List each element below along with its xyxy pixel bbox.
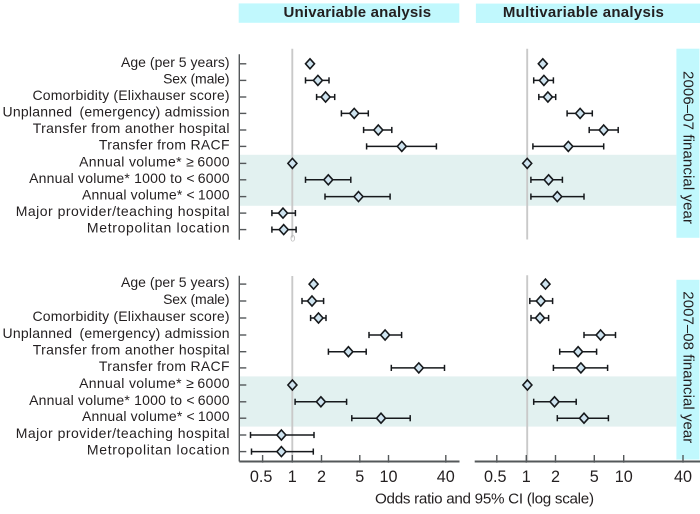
svg-text:Annual volume* < 1000: Annual volume* < 1000 — [82, 187, 230, 203]
svg-text:Transfer from another hospital: Transfer from another hospital — [33, 120, 230, 136]
svg-text:Major provider/teaching hospit: Major provider/teaching hospital — [16, 203, 230, 219]
svg-text:Major provider/teaching hospit: Major provider/teaching hospital — [16, 425, 230, 441]
svg-text:Age (per 5 years): Age (per 5 years) — [121, 274, 230, 290]
svg-text:0.5: 0.5 — [250, 468, 273, 486]
svg-text:Annual volume* 1000 to < 6000: Annual volume* 1000 to < 6000 — [29, 170, 230, 186]
svg-text:Transfer from RACF: Transfer from RACF — [99, 136, 230, 152]
svg-text:40: 40 — [437, 468, 455, 486]
svg-text:Sex (male): Sex (male) — [163, 291, 229, 307]
svg-text:Metropolitan location: Metropolitan location — [87, 442, 230, 458]
svg-text:0.5: 0.5 — [484, 468, 507, 486]
svg-text:Age (per 5 years): Age (per 5 years) — [121, 54, 230, 70]
svg-text:10: 10 — [379, 468, 397, 486]
svg-text:2007–08 financial year: 2007–08 financial year — [680, 291, 697, 443]
svg-text:Annual volume* < 1000: Annual volume* < 1000 — [82, 408, 230, 424]
svg-text:5: 5 — [355, 468, 364, 486]
svg-text:Sex (male): Sex (male) — [163, 70, 229, 86]
svg-text:10: 10 — [615, 468, 633, 486]
svg-text:Transfer from another hospital: Transfer from another hospital — [33, 342, 230, 358]
svg-text:2006–07 financial year: 2006–07 financial year — [680, 71, 697, 224]
svg-text:Annual volume* ≥ 6000: Annual volume* ≥ 6000 — [79, 153, 230, 169]
svg-text:Univariable analysis: Univariable analysis — [284, 4, 432, 21]
svg-text:Comorbidity (Elixhauser score): Comorbidity (Elixhauser score) — [33, 87, 230, 103]
svg-text:Metropolitan location: Metropolitan location — [87, 220, 230, 236]
svg-text:2: 2 — [551, 468, 560, 486]
svg-text:0: 0 — [290, 234, 295, 244]
svg-text:Comorbidity (Elixhauser score): Comorbidity (Elixhauser score) — [33, 308, 230, 324]
svg-text:40: 40 — [674, 468, 692, 486]
svg-text:Unplanned (emergency) admissio: Unplanned (emergency) admission — [3, 103, 230, 119]
svg-text:Transfer from RACF: Transfer from RACF — [99, 358, 230, 374]
svg-text:Multivariable analysis: Multivariable analysis — [503, 4, 664, 21]
svg-text:Annual volume* 1000 to < 6000: Annual volume* 1000 to < 6000 — [29, 392, 230, 408]
svg-text:Odds ratio and 95% CI (log sca: Odds ratio and 95% CI (log scale) — [375, 491, 594, 508]
svg-text:5: 5 — [590, 468, 599, 486]
svg-text:1: 1 — [522, 468, 531, 486]
svg-text:Annual volume* ≥ 6000: Annual volume* ≥ 6000 — [79, 375, 230, 391]
svg-text:1: 1 — [288, 468, 297, 486]
svg-text:2: 2 — [317, 468, 326, 486]
svg-text:Unplanned (emergency) admissio: Unplanned (emergency) admission — [3, 325, 230, 341]
